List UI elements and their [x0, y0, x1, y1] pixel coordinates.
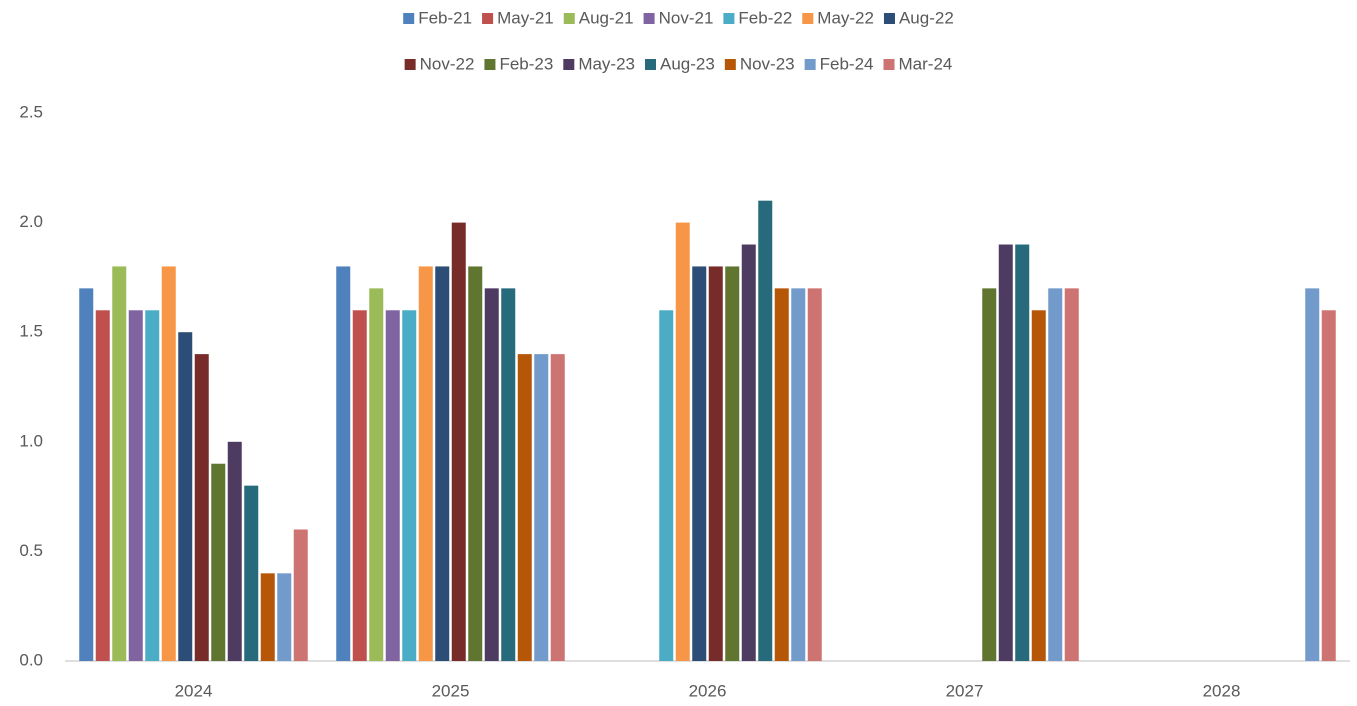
bar: [791, 288, 806, 661]
bar: [692, 266, 707, 661]
bar: [352, 310, 367, 661]
legend-label: May-22: [817, 8, 874, 27]
bar: [659, 310, 674, 661]
bar: [369, 288, 384, 661]
legend-swatch: [643, 13, 655, 24]
x-tick-label: 2024: [175, 681, 213, 700]
bar: [741, 244, 756, 661]
legend-label: Nov-23: [740, 54, 795, 73]
x-tick-label: 2026: [689, 681, 727, 700]
bar: [145, 310, 160, 661]
y-tick-label: 0.5: [19, 541, 43, 560]
legend-swatch: [883, 59, 895, 70]
legend-label: Nov-22: [420, 54, 475, 73]
bar: [112, 266, 127, 661]
bar: [227, 441, 242, 661]
x-tick-label: 2027: [946, 681, 984, 700]
bar: [451, 222, 466, 661]
legend-swatch: [482, 13, 494, 24]
bar: [708, 266, 723, 661]
legend-swatch: [802, 13, 814, 24]
bar: [95, 310, 110, 661]
bar: [1048, 288, 1063, 661]
bar: [128, 310, 143, 661]
bar: [468, 266, 483, 661]
bar: [79, 288, 94, 661]
bar: [244, 485, 259, 661]
bar: [1015, 244, 1030, 661]
legend-label: Feb-22: [738, 8, 792, 27]
y-tick-label: 2.5: [19, 102, 43, 121]
legend-label: May-21: [497, 8, 554, 27]
bar: [501, 288, 516, 661]
legend-label: Aug-21: [579, 8, 634, 27]
bar: [675, 222, 690, 661]
legend-label: Feb-24: [820, 54, 874, 73]
bar: [1305, 288, 1320, 661]
legend-label: May-23: [578, 54, 635, 73]
bar: [161, 266, 176, 661]
bar: [211, 463, 226, 661]
bar: [178, 332, 193, 661]
legend-swatch: [645, 59, 656, 70]
y-tick-label: 2.0: [19, 212, 43, 231]
bar: [758, 200, 773, 661]
y-tick-label: 0.0: [19, 650, 43, 669]
bar: [725, 266, 740, 661]
x-tick-label: 2028: [1203, 681, 1241, 700]
x-tick-label: 2025: [432, 681, 470, 700]
legend-swatch: [804, 59, 816, 70]
legend-swatch: [563, 13, 575, 24]
legend-label: Feb-21: [418, 8, 472, 27]
legend-swatch: [403, 13, 415, 24]
bar: [402, 310, 417, 661]
legend-label: Aug-22: [899, 8, 954, 27]
bar: [982, 288, 997, 661]
bar: [774, 288, 789, 661]
legend-swatch: [883, 13, 895, 24]
legend-label: Nov-21: [659, 8, 714, 27]
bar: [998, 244, 1013, 661]
bar: [550, 354, 565, 661]
bar: [534, 354, 549, 661]
bar: [517, 354, 532, 661]
bar: [277, 573, 292, 661]
bar: [435, 266, 450, 661]
bar: [336, 266, 351, 661]
bar: [1321, 310, 1336, 661]
legend-swatch: [723, 13, 735, 24]
y-tick-label: 1.5: [19, 322, 43, 341]
bar: [1031, 310, 1046, 661]
bar: [194, 354, 209, 661]
y-tick-label: 1.0: [19, 431, 43, 450]
legend-swatch: [563, 59, 575, 70]
legend-label: Feb-23: [499, 54, 553, 73]
bar: [260, 573, 275, 661]
bar: [807, 288, 822, 661]
legend-swatch: [724, 59, 736, 70]
legend-label: Aug-23: [660, 54, 715, 73]
bar: [385, 310, 400, 661]
legend-swatch: [484, 59, 496, 70]
bar: [484, 288, 499, 661]
bar: [418, 266, 433, 661]
bar: [1064, 288, 1079, 661]
legend-swatch: [404, 59, 416, 70]
legend-label: Mar-24: [899, 54, 953, 73]
bar: [293, 529, 308, 661]
